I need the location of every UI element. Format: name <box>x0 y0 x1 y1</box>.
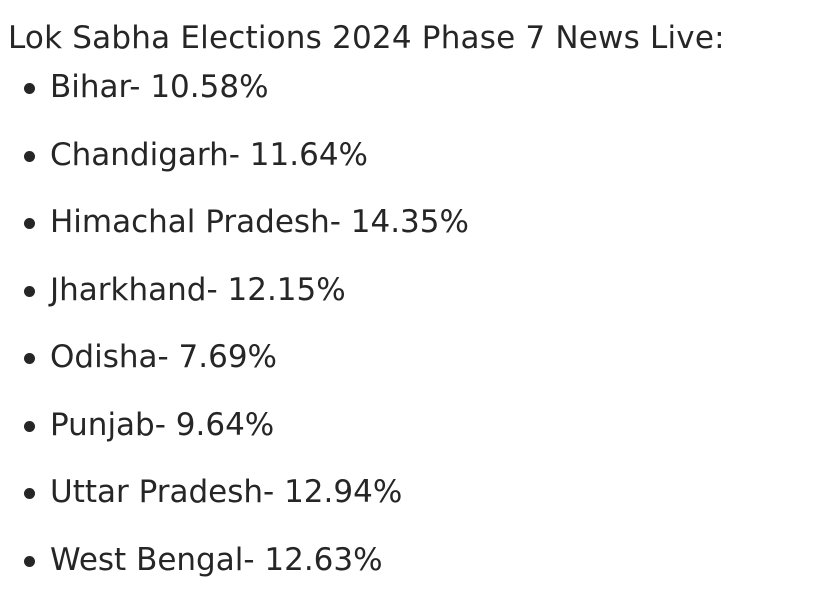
bullet <box>24 83 35 94</box>
item-text: Himachal Pradesh- 14.35% <box>50 204 469 240</box>
heading: Lok Sabha Elections 2024 Phase 7 News Li… <box>8 20 725 56</box>
item-text: West Bengal- 12.63% <box>50 541 383 578</box>
list-item: Himachal Pradesh- 14.35% <box>0 200 469 268</box>
list-item: Chandigarh- 11.64% <box>0 133 469 201</box>
item-text: Bihar- 10.58% <box>50 69 269 105</box>
list-item: Jharkhand- 12.15% <box>0 268 469 336</box>
item-text: Odisha- 7.69% <box>50 339 278 375</box>
bullet <box>24 150 35 162</box>
bullet <box>24 218 35 229</box>
item-text: Uttar Pradesh- 12.94% <box>50 474 403 510</box>
item-text: Punjab- 9.64% <box>50 406 275 443</box>
bullet <box>24 555 35 567</box>
list-item: Uttar Pradesh- 12.94% <box>0 470 469 538</box>
list-item: West Bengal- 12.63% <box>0 538 469 606</box>
list-item: Punjab- 9.64% <box>0 403 469 471</box>
list-item: Bihar- 10.58% <box>0 65 469 133</box>
bullet <box>24 488 35 499</box>
bullet <box>24 420 35 432</box>
item-text: Jharkhand- 12.15% <box>50 271 346 308</box>
bullet <box>24 353 35 364</box>
bullet <box>24 285 35 297</box>
list-item: Odisha- 7.69% <box>0 335 469 403</box>
item-text: Chandigarh- 11.64% <box>50 136 368 173</box>
list: Bihar- 10.58% Chandigarh- 11.64% Himachal … <box>0 65 469 605</box>
